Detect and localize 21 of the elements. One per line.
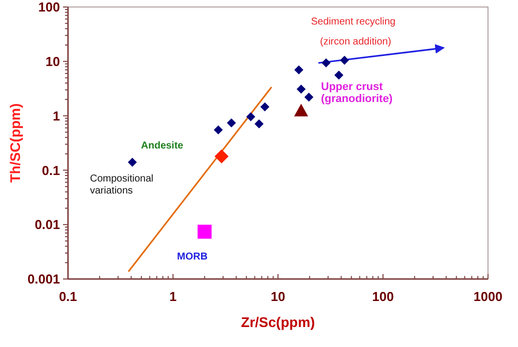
- x-tick-label: 1000: [474, 289, 502, 304]
- y-tick-label: 0.1: [42, 162, 60, 178]
- annotation: (granodiorite): [321, 92, 393, 105]
- y-tick-label: 100: [38, 0, 60, 15]
- y-tick-label: 1: [52, 108, 60, 124]
- x-tick-label: 0.1: [58, 289, 78, 304]
- annotation: MORB: [177, 252, 208, 262]
- y-tick-label: 0.001: [27, 272, 60, 287]
- x-tick-label: 100: [372, 289, 394, 304]
- annotation: Sediment recycling: [311, 16, 396, 28]
- y-tick-label: 10: [46, 54, 60, 69]
- annotation: Andesite: [141, 140, 184, 152]
- annotation: variations: [90, 186, 133, 196]
- y-axis-title: Th/SC(ppm): [7, 103, 23, 183]
- x-tick-label: 1: [169, 289, 177, 304]
- x-axis-title: Zr/Sc(ppm): [241, 314, 315, 330]
- annotation: Upper crust: [321, 80, 384, 93]
- y-tick-label: 0.01: [34, 217, 60, 232]
- x-tick-label: 10: [270, 289, 286, 304]
- annotation: (zircon addition): [320, 36, 392, 48]
- annotation: Compositional: [90, 174, 154, 184]
